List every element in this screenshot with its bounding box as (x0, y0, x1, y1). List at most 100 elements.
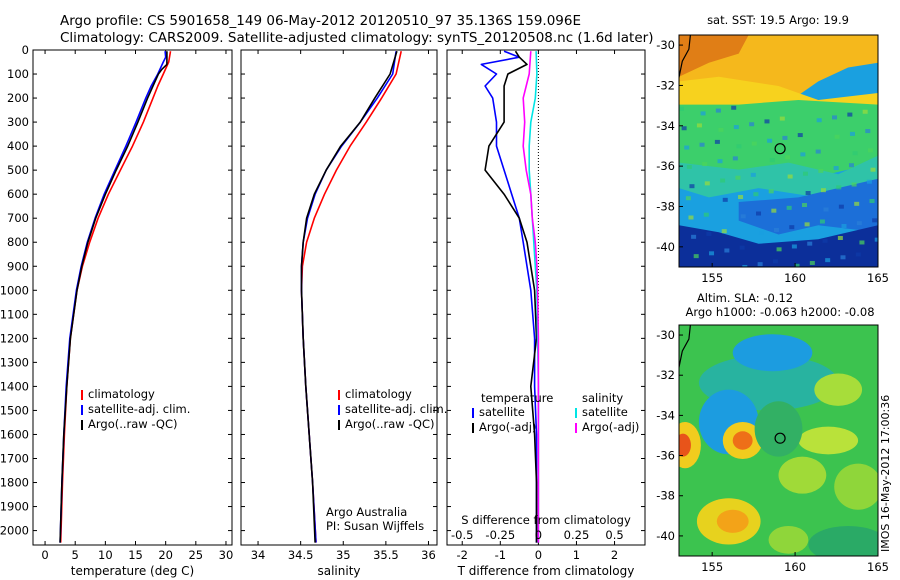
ytick-label: 600 (7, 187, 29, 201)
sst-speckle (768, 189, 774, 194)
sst-speckle (837, 235, 843, 240)
xtick-label: 10 (98, 548, 113, 562)
map-sla-map: 155 160 165 -30 -32 -34 -36 -38 -40 Altim. SLA: -… (656, 291, 889, 574)
map-ytick-label: -36 (656, 449, 675, 463)
credit-line2: PI: Susan Wijffels (326, 519, 424, 533)
sst-speckle (847, 112, 853, 117)
sst-speckle (706, 231, 712, 236)
credit-line1: Argo Australia (326, 505, 407, 519)
xtick-label-s: 0.25 (564, 528, 590, 542)
sst-speckle (816, 118, 822, 123)
sst-speckle (801, 203, 807, 208)
legend-label: satellite-adj. clim. (88, 402, 190, 416)
sst-speckle (771, 208, 777, 213)
xlabel-top-s: S difference from climatology (461, 513, 631, 527)
sst-speckle (721, 229, 727, 234)
ytick-label: 700 (7, 211, 29, 225)
map-xtick-label: 165 (867, 560, 889, 574)
map-ytick-label: -30 (656, 38, 675, 52)
coastline (679, 325, 691, 373)
sst-speckle (739, 245, 745, 250)
sst-speckle (840, 255, 846, 260)
argo-position-marker (774, 143, 786, 155)
argo-position-marker (774, 432, 786, 444)
ytick-label: 1600 (0, 427, 29, 441)
map-frame (678, 324, 879, 557)
sla-blob (679, 433, 691, 457)
sst-speckle (872, 218, 878, 223)
sla-blob (754, 401, 803, 457)
ytick-label: 1900 (0, 500, 29, 514)
panel-temperature: 0 5 10 15 20 25 300100200300400500600700800900… (0, 43, 233, 578)
xtick-label: -2 (456, 548, 467, 562)
xlabel-temperature: temperature (deg C) (71, 564, 194, 578)
sla-blob (732, 334, 813, 372)
sst-speckle (865, 129, 871, 134)
sst-speckle (764, 119, 770, 124)
xtick-label: 35 (336, 548, 351, 562)
sst-speckle (772, 259, 778, 264)
ytick-label: 1100 (0, 307, 29, 321)
sst-speckle (851, 182, 857, 187)
xtick-label: 30 (219, 548, 234, 562)
xtick-label-s: 0 (535, 528, 542, 542)
ytick-label: 1300 (0, 355, 29, 369)
sst-speckle (789, 225, 795, 230)
sst-speckle (794, 263, 800, 267)
sla-blob (732, 431, 753, 450)
sst-speckle (736, 144, 742, 149)
legend-label: climatology (88, 387, 155, 401)
sst-speckle (750, 172, 756, 177)
sst-speckle (867, 148, 873, 153)
imos-stamp: IMOS 16-May-2012 17:00:36 (879, 395, 892, 552)
sst-speckle (859, 240, 865, 245)
sst-speckle (838, 204, 844, 209)
sst-speckle (791, 244, 797, 249)
sst-speckle (740, 214, 746, 219)
axes-box-differences (446, 49, 646, 546)
sst-speckle (823, 207, 829, 212)
sst-speckle (785, 155, 791, 160)
map-ytick-label: -32 (656, 78, 675, 92)
xtick-label: 25 (188, 548, 203, 562)
series-argo-raw-qc- (300, 50, 398, 543)
sst-speckle (854, 201, 860, 206)
coastline (679, 35, 691, 83)
map-ytick-label: -38 (656, 489, 675, 503)
sst-speckle (681, 126, 687, 131)
sst-speckle (709, 251, 715, 256)
sst-speckle (714, 139, 720, 144)
xtick-label: 2 (611, 548, 618, 562)
sst-speckle (809, 260, 815, 265)
sst-band (679, 225, 878, 267)
sla-blob (808, 525, 878, 556)
sst-speckle (818, 168, 824, 173)
map-ytick-label: -40 (656, 529, 675, 543)
sst-speckle (870, 167, 876, 172)
sla-blob (768, 525, 809, 554)
sst-speckle (696, 123, 702, 128)
map-sst-map: 155 160 165 -30 -32 -34 -36 -38 -40 sat. SST: 19.… (656, 13, 889, 285)
sst-speckle (689, 184, 695, 189)
sst-speckle (822, 238, 828, 243)
sst-speckle (815, 149, 821, 154)
sst-band (738, 178, 878, 235)
ytick-label: 1400 (0, 379, 29, 393)
sst-speckle (722, 197, 728, 202)
imos-stamp-text: IMOS 16-May-2012 17:00:36 (879, 395, 892, 552)
xtick-label: 35.5 (373, 548, 399, 562)
ytick-label: 2000 (0, 524, 29, 538)
legend-label: satellite (479, 405, 525, 419)
sst-speckle (699, 142, 705, 147)
axes-box-salinity (240, 49, 438, 546)
sst-speckle (751, 141, 757, 146)
map-xtick-label: 155 (701, 271, 723, 285)
sst-band (679, 35, 749, 77)
ytick-label: 1200 (0, 331, 29, 345)
sst-speckle (786, 205, 792, 210)
sla-blob (716, 509, 749, 533)
sst-speckle (825, 258, 831, 263)
xtick-label: 5 (72, 548, 79, 562)
panel-salinity: 34 34.5 35 35.5 36 salinity climatologysatelli… (240, 49, 447, 578)
